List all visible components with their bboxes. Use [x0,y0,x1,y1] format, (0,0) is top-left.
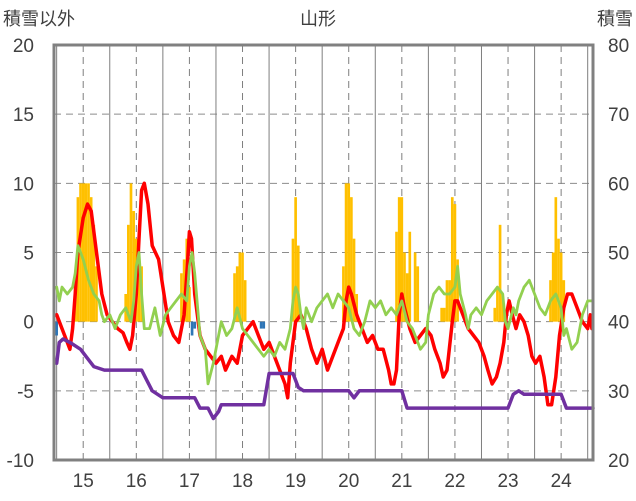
plot-frame [52,43,595,462]
x-tick-label: 19 [285,471,306,492]
bar [241,252,244,322]
bar [180,273,183,322]
x-tick-label: 22 [444,471,465,492]
bar [294,197,297,322]
x-tick-label: 18 [232,471,253,492]
left-tick-label: 0 [23,313,34,334]
bar [400,197,404,322]
bar [440,307,443,322]
bar [350,197,353,322]
bar [296,245,300,322]
left-tick-label: 15 [13,105,34,126]
bar [129,183,133,322]
bar [562,280,566,322]
bar [238,252,242,322]
bar [403,252,406,322]
lines-layer [54,181,595,421]
bar [448,280,451,322]
bar [137,252,141,322]
bar [445,280,449,322]
bar [498,224,502,322]
right-tick-label: 80 [608,36,629,57]
bar [188,287,191,322]
bar [559,252,563,322]
right-tick-label: 30 [608,382,629,403]
bar [262,321,266,329]
bar [405,273,409,322]
bar [416,266,420,322]
bar [557,238,560,322]
x-tick-label: 20 [338,471,359,492]
x-tick-label: 24 [551,471,573,492]
bar [395,231,398,322]
bar [127,224,130,322]
bar [413,252,417,322]
plot-border [52,43,595,462]
bar [456,259,459,322]
bar [408,231,412,322]
bar [193,321,197,329]
bar [92,224,96,322]
x-tick-label: 15 [73,471,94,492]
bar [259,321,263,329]
left-axis-label: 積雪以外 [3,9,75,30]
bar [84,183,88,322]
x-tick-label: 23 [497,471,518,492]
right-tick-label: 20 [608,451,629,472]
bar [551,252,555,322]
right-tick-label: 70 [608,105,629,126]
right-tick-label: 50 [608,244,629,265]
chart-title: 山形 [300,9,336,30]
x-tick-label: 21 [391,471,412,492]
bar [496,287,499,322]
bar [89,197,93,322]
left-tick-label: 5 [23,244,34,265]
bar [442,307,446,322]
bar [352,238,356,322]
bar [55,321,58,336]
bar [81,183,85,322]
bar [87,183,90,322]
bar [344,183,348,322]
left-tick-label: -10 [7,451,34,472]
right-tick-label: 40 [608,313,629,334]
series-line [54,337,595,421]
x-tick-label: 16 [126,471,147,492]
right-tick-label: 60 [608,174,629,195]
bar [554,197,558,322]
bar [235,266,239,322]
x-tick-label: 17 [179,471,200,492]
bar [291,238,295,322]
bar [397,197,401,322]
right-axis-label: 積雪 [597,9,633,30]
bar [347,183,351,322]
series-line [55,244,595,386]
bar [493,307,497,322]
bar [132,211,135,322]
series-line [54,181,594,407]
left-tick-label: 10 [13,174,34,195]
bar [95,266,98,322]
bar [342,266,345,322]
bar [450,197,454,322]
bar [233,273,236,322]
bar [190,321,194,336]
bar [243,280,247,322]
left-tick-label: 20 [13,36,34,57]
left-tick-label: -5 [17,382,34,403]
bar [453,204,457,322]
